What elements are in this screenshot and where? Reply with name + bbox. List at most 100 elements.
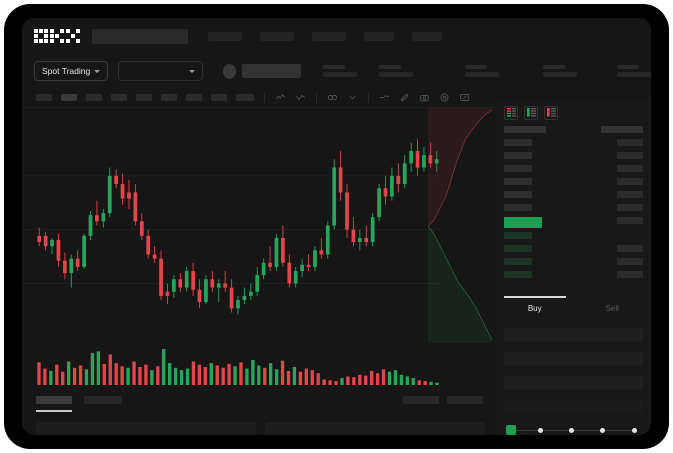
order-book-value — [617, 139, 643, 146]
order-book-row-ask[interactable] — [504, 165, 532, 172]
tf-30m[interactable] — [111, 94, 127, 101]
pair-avatar — [222, 63, 236, 79]
order-book-row-ask[interactable] — [504, 178, 532, 185]
toolbar-divider — [316, 92, 317, 103]
order-available-row — [504, 400, 643, 413]
fullscreen-icon[interactable] — [459, 92, 470, 103]
stat-volume — [617, 65, 651, 77]
tf-1h[interactable] — [136, 94, 152, 101]
tab-sell[interactable]: Sell — [605, 304, 619, 313]
compare-icon[interactable] — [327, 92, 338, 103]
chevron-down-icon[interactable] — [347, 92, 358, 103]
bottom-tab-bar — [22, 396, 492, 418]
slider-stop-50[interactable] — [569, 427, 574, 433]
order-book-value — [617, 178, 643, 185]
candle-type-icon[interactable] — [275, 92, 286, 103]
order-book-value — [617, 152, 643, 159]
order-book-row-ask[interactable] — [504, 152, 532, 159]
price-chart[interactable] — [22, 108, 492, 343]
order-book-value — [617, 217, 643, 224]
slider-handle[interactable] — [506, 425, 516, 435]
order-book-panel: Buy Sell — [496, 100, 651, 435]
chart-toolbar — [22, 88, 651, 108]
slider-stop-75[interactable] — [600, 427, 605, 433]
bottom-action-1[interactable] — [403, 396, 439, 404]
tab-buy[interactable]: Buy — [527, 304, 542, 313]
order-amount-slider[interactable] — [506, 425, 641, 435]
top-navigation-bar — [22, 18, 651, 54]
tf-1m[interactable] — [36, 94, 52, 101]
order-book-value — [617, 191, 643, 198]
order-book-row-ask[interactable] — [504, 139, 532, 146]
order-book-row-bid[interactable] — [504, 232, 532, 239]
volume-svg — [37, 349, 439, 385]
okx-trading-app: Spot Trading — [22, 18, 651, 435]
slider-stop-100[interactable] — [632, 427, 637, 433]
bottom-tab-open-orders[interactable] — [36, 396, 72, 404]
order-total-field[interactable] — [504, 376, 643, 389]
order-book-asks-icon — [546, 108, 556, 117]
nav-item-1[interactable] — [208, 31, 242, 41]
order-book-row-bid[interactable] — [504, 245, 532, 252]
spot-trading-label: Spot Trading — [42, 66, 91, 76]
buy-sell-tab-group: Buy Sell — [496, 296, 651, 322]
tf-5m[interactable] — [61, 94, 77, 101]
trading-pair-select[interactable] — [118, 61, 203, 81]
tf-15m[interactable] — [86, 94, 102, 101]
camera-icon[interactable] — [419, 92, 430, 103]
order-book-value — [617, 271, 643, 278]
line-style-icon[interactable] — [379, 92, 390, 103]
volume-chart[interactable] — [22, 343, 492, 393]
chevron-down-icon — [188, 69, 195, 73]
order-book-mode-group — [496, 100, 651, 126]
tf-4h[interactable] — [161, 94, 177, 101]
order-book-header-right — [601, 126, 643, 133]
okx-logo-icon[interactable] — [34, 29, 80, 43]
bottom-panels — [22, 422, 651, 435]
stat-high — [465, 65, 500, 77]
order-book-header — [504, 126, 546, 133]
market-subheader: Spot Trading — [22, 54, 651, 88]
nav-item-2[interactable] — [260, 31, 294, 41]
search-input[interactable] — [92, 28, 188, 44]
nav-item-4[interactable] — [364, 31, 394, 41]
chevron-down-icon — [94, 69, 101, 73]
candlestick-svg — [22, 138, 440, 315]
indicators-icon[interactable] — [295, 92, 306, 103]
ob-mode-both[interactable] — [504, 106, 518, 120]
order-book-row-bid[interactable] — [504, 271, 532, 278]
bottom-tab-indicator — [36, 410, 72, 412]
order-book-row-ask[interactable] — [504, 191, 532, 198]
stat-low — [543, 65, 578, 77]
spot-trading-dropdown[interactable]: Spot Trading — [34, 61, 109, 81]
order-book-value — [617, 245, 643, 252]
tf-1d[interactable] — [186, 94, 202, 101]
order-book-both-icon — [506, 108, 516, 117]
toolbar-divider — [368, 92, 369, 103]
ruler-icon[interactable] — [399, 92, 410, 103]
bottom-panel-left[interactable] — [36, 422, 256, 435]
order-book-row-ask[interactable] — [504, 204, 532, 211]
tf-1w[interactable] — [211, 94, 227, 101]
bottom-action-2[interactable] — [447, 396, 483, 404]
tf-1mo[interactable] — [236, 94, 254, 101]
order-price-field[interactable] — [504, 328, 643, 341]
nav-item-3[interactable] — [312, 31, 346, 41]
order-book-rows[interactable] — [496, 126, 651, 306]
ob-mode-asks[interactable] — [544, 106, 558, 120]
nav-items — [208, 31, 460, 41]
ob-mode-bids[interactable] — [524, 106, 538, 120]
bottom-tab-order-history[interactable] — [84, 396, 122, 404]
order-book-row-bid[interactable] — [504, 258, 532, 265]
order-amount-field[interactable] — [504, 352, 643, 365]
stat-last-price — [323, 65, 358, 77]
nav-item-5[interactable] — [412, 31, 442, 41]
bottom-panel-right[interactable] — [265, 422, 485, 435]
stat-change — [379, 65, 414, 77]
order-book-value — [617, 258, 643, 265]
slider-track — [512, 429, 637, 431]
slider-stop-25[interactable] — [538, 427, 543, 433]
device-frame: Spot Trading — [4, 4, 669, 449]
settings-icon[interactable] — [439, 92, 450, 103]
order-book-spread-highlight[interactable] — [504, 217, 542, 228]
